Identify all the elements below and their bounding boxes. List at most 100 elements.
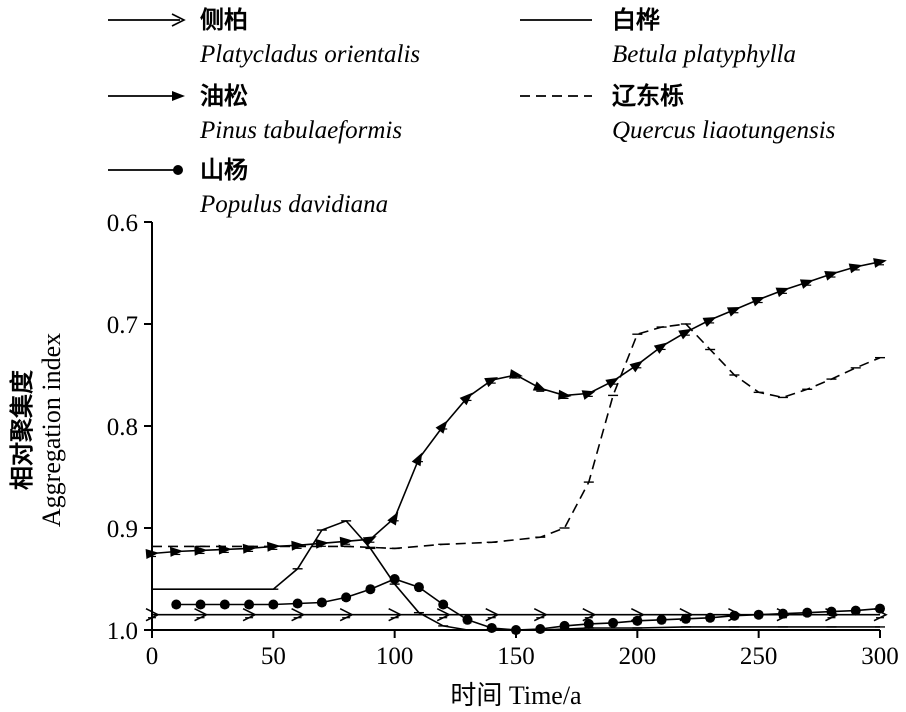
legend-label-en: Populus davidiana <box>199 191 388 218</box>
legend-label-cn: 白桦 <box>612 6 660 34</box>
data-point <box>629 360 644 373</box>
x-tick-label: 150 <box>497 643 535 670</box>
legend-label-cn: 油松 <box>200 82 248 110</box>
y-axis-label-cn: 相对聚集度 <box>8 369 36 490</box>
legend: 侧柏 Platycladus orientalis 油松 Pinus tabulaef… <box>108 6 835 218</box>
legend-label-en: Platycladus orientalis <box>199 41 420 68</box>
data-point <box>533 607 549 622</box>
data-point <box>194 545 208 556</box>
data-point <box>485 607 500 622</box>
series-2 <box>171 574 885 635</box>
data-point <box>171 599 182 610</box>
data-point <box>365 584 376 595</box>
data-point <box>291 607 306 622</box>
data-point <box>753 609 764 620</box>
data-point <box>532 381 547 391</box>
data-point <box>582 607 597 622</box>
data-point <box>850 605 861 616</box>
data-point <box>169 546 184 557</box>
data-point <box>656 614 667 625</box>
x-tick-label: 50 <box>261 643 286 670</box>
series-layer <box>145 258 888 635</box>
data-point <box>824 271 839 281</box>
y-tick-label: 0.9 <box>107 516 138 543</box>
data-point <box>194 607 209 622</box>
legend-marker <box>173 165 183 175</box>
data-point <box>653 342 668 354</box>
legend-marker <box>171 13 186 27</box>
y-tick-label: 1.0 <box>107 618 138 645</box>
data-point <box>388 607 403 622</box>
data-point <box>581 390 596 400</box>
legend-marker <box>172 91 185 101</box>
data-point <box>339 607 354 622</box>
legend-entry-1: 油松 Pinus tabulaeformis <box>108 82 402 144</box>
data-point <box>268 599 279 610</box>
series-line-4 <box>152 323 881 550</box>
data-point <box>535 623 546 634</box>
data-point <box>413 582 424 593</box>
y-tick-label: 0.6 <box>107 210 138 237</box>
data-point <box>802 607 813 618</box>
data-point <box>873 258 887 268</box>
data-point <box>436 607 451 622</box>
data-point <box>875 603 885 614</box>
data-point <box>705 612 716 623</box>
legend-label-cn: 辽东栎 <box>612 82 684 110</box>
data-point <box>799 279 814 289</box>
x-tick-label: 250 <box>740 643 778 670</box>
data-point <box>777 608 788 619</box>
legend-entry-0: 侧柏 Platycladus orientalis <box>108 6 420 68</box>
data-point <box>678 328 693 340</box>
x-axis-label: 时间 Time/a <box>450 681 582 710</box>
data-point <box>145 607 160 622</box>
data-point <box>195 599 206 610</box>
data-point <box>339 536 354 547</box>
data-point <box>244 599 255 610</box>
y-tick-label: 0.8 <box>107 414 138 441</box>
legend-label-en: Quercus liaotungensis <box>612 117 835 144</box>
x-tick-label: 200 <box>619 643 657 670</box>
data-point <box>848 263 863 274</box>
x-tick-label: 100 <box>376 643 414 670</box>
series-1 <box>145 258 887 559</box>
legend-label-en: Betula platyphylla <box>612 41 796 68</box>
legend-entry-4: 辽东栎 Quercus liaotungensis <box>520 82 835 144</box>
data-point <box>411 452 423 467</box>
data-point <box>726 307 741 317</box>
data-point <box>680 613 691 624</box>
data-point <box>341 592 352 603</box>
series-4 <box>152 323 885 550</box>
data-point <box>632 615 643 626</box>
data-point <box>486 622 497 633</box>
y-axis-label-en: Aggregation index <box>37 333 66 527</box>
data-point <box>605 377 620 389</box>
series-line-1 <box>151 261 881 555</box>
data-point <box>775 287 790 298</box>
data-point <box>729 610 740 621</box>
legend-label-cn: 侧柏 <box>200 6 248 34</box>
data-point <box>438 599 449 610</box>
data-point <box>292 598 303 609</box>
data-point <box>702 316 717 327</box>
legend-label-cn: 山杨 <box>200 156 248 184</box>
data-point <box>242 607 257 622</box>
legend-label-en: Pinus tabulaeformis <box>199 117 402 144</box>
series-line-2 <box>176 578 881 631</box>
x-tick-label: 300 <box>861 643 899 670</box>
data-point <box>826 606 837 617</box>
data-point <box>583 618 594 629</box>
data-point <box>459 392 473 406</box>
x-tick-label: 0 <box>146 643 159 670</box>
data-point <box>751 296 766 307</box>
data-point <box>316 597 327 608</box>
data-point <box>608 617 619 628</box>
data-point <box>435 420 448 434</box>
data-point <box>462 614 473 625</box>
legend-entry-3: 白桦 Betula platyphylla <box>520 6 796 68</box>
data-point <box>291 540 305 551</box>
data-point <box>387 511 399 526</box>
data-point <box>509 369 523 379</box>
data-point <box>242 543 257 554</box>
